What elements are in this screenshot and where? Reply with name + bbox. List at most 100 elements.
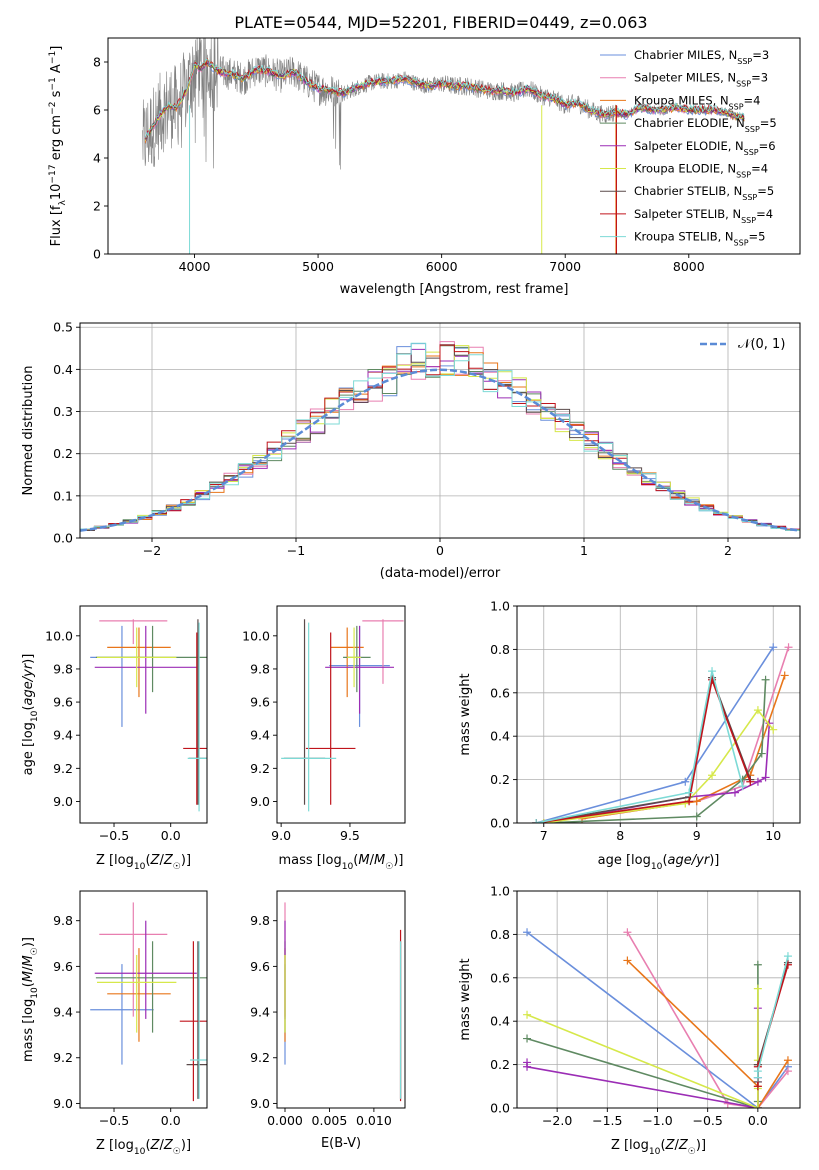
legend-label: Salpeter STELIB, NSSP=4 [634,207,773,225]
y-axis-label: age [log10(age/yr)] [21,654,40,776]
x-tick-label: −0.5 [99,1113,129,1128]
x-tick-label: −1 [287,543,305,558]
plot-area [523,928,792,1108]
y-tick-label: 9.2 [250,761,270,776]
axes-frame [516,605,801,824]
y-tick-label: 0.6 [490,970,510,985]
x-axis-label: Z [log10(Z/Z☉)] [611,1138,706,1157]
y-tick-label: 1.0 [490,599,510,614]
spectrum-chart: 4000 5000 6000 7000 8000 0 2 4 6 8 wavelength [Ang… [48,37,801,297]
weight-line [535,676,752,823]
axes-frame [79,605,208,824]
y-axis-label: mass [log10(M/M☉)] [21,937,40,1062]
y-tick-label: 9.0 [53,1096,73,1111]
mass-vs-metallicity-chart: −0.5 0.0 9.0 9.2 9.4 9.6 9.8 Z [log10(Z/Z☉)] mas… [21,890,208,1157]
plot-area [532,643,793,823]
weight-marker [523,1062,532,1071]
weight-marker [539,819,548,823]
axes: −2.0 −1.5 −1.0 −0.5 0.0 0.0 0.2 0.4 0.6 0.8 1.0 [490,884,801,1128]
axes: −2 −1 0 1 2 0.0 0.1 0.2 0.3 0.4 0.5 [53,320,801,558]
weight-marker [780,671,789,680]
x-tick-label: 6000 [426,259,458,274]
x-tick-label: −2.0 [542,1113,572,1128]
x-tick-label: 7 [540,828,548,843]
x-tick-label: 0.0 [161,1113,181,1128]
data-spectrum-line [142,38,618,170]
axes-frame [107,37,801,255]
x-tick-label: 4000 [179,259,211,274]
weight-marker [769,725,778,734]
residual-histogram [80,342,800,531]
y-tick-label: 9.8 [250,913,270,928]
legend-label: Kroupa MILES, NSSP=4 [634,93,760,111]
x-tick-label: 9 [693,828,701,843]
y-tick-label: 0.2 [53,446,73,461]
weight-line [535,670,744,823]
weight-marker [738,782,747,791]
y-tick-label: 9.2 [53,1050,73,1065]
y-tick-label: 0.8 [490,642,510,657]
plot-area [142,38,745,254]
weight-marker [753,1104,762,1108]
axes: 0.000 0.005 0.010 9.0 9.2 9.4 9.6 9.8 [250,890,406,1128]
x-tick-label: 7000 [549,259,581,274]
y-tick-label: 9.4 [250,1005,270,1020]
axes-frame [276,890,406,1109]
weight-marker [753,1082,762,1091]
x-tick-label: −0.5 [99,828,129,843]
y-tick-label: 9.6 [53,959,73,974]
weight-marker [783,1056,792,1065]
y-tick-label: 0.4 [490,1014,510,1029]
figure-title: PLATE=0544, MJD=52201, FIBERID=0449, z=0… [234,13,647,32]
weight-marker [685,788,694,797]
weight-marker [523,1010,532,1019]
legend-label: Chabrier MILES, NSSP=3 [634,48,769,66]
x-tick-label: 8000 [673,259,705,274]
weight-marker [623,928,632,937]
y-tick-label: 0.1 [53,488,73,503]
plot-area [281,619,404,812]
x-tick-label: −1.5 [592,1113,622,1128]
normal-curve [80,368,800,532]
y-tick-label: 9.6 [250,695,270,710]
y-tick-label: 10.0 [242,628,270,643]
weight-marker [523,1034,532,1043]
y-tick-label: 0.0 [490,1101,510,1116]
x-tick-label: 0.0 [161,828,181,843]
axes: 4000 5000 6000 7000 8000 0 2 4 6 8 [93,37,801,274]
weight-marker [708,667,717,676]
legend-label: Chabrier STELIB, NSSP=5 [634,184,774,202]
age-vs-metallicity-chart: −0.5 0.0 9.0 9.2 9.4 9.6 9.8 10.0 Z [log10(Z/Z☉)… [21,605,208,872]
y-tick-label: 0.5 [53,320,73,335]
x-tick-label: 0.000 [267,1113,303,1128]
weight-marker [753,984,762,993]
weight-marker [783,952,792,961]
axes: 7 8 9 10 0.0 0.2 0.4 0.6 0.8 1.0 [490,599,801,843]
legend-label: Salpeter MILES, NSSP=3 [634,71,768,89]
weight-line [526,931,789,1108]
weight-line [535,646,774,823]
y-tick-label: 9.2 [250,1050,270,1065]
x-tick-label: 0.010 [356,1113,392,1128]
y-tick-label: 0.4 [53,362,73,377]
y-tick-label: 0.4 [490,729,510,744]
weight-vs-age-chart: 7 8 9 10 0.0 0.2 0.4 0.6 0.8 1.0 age [log10(age/yr… [458,599,801,872]
y-tick-label: 8 [93,55,101,70]
weight-marker [753,1067,762,1076]
x-tick-label: 9.0 [271,828,291,843]
x-tick-label: 9.5 [340,828,360,843]
x-tick-label: −1.0 [642,1113,672,1128]
axes-frame [516,890,801,1109]
legend-label: 𝒩(0, 1) [738,337,785,352]
y-tick-label: 0 [93,247,101,262]
y-tick-label: 9.6 [250,959,270,974]
y-tick-label: 9.8 [250,661,270,676]
residual-histogram [80,344,800,531]
x-tick-label: 0 [436,543,444,558]
weight-line [526,1008,759,1108]
weight-marker [746,777,755,786]
y-tick-label: 9.6 [53,695,73,710]
weight-marker [753,706,762,715]
y-axis-label: Flux [fλ10−17 erg cm−2 s−1 A−1] [48,46,68,247]
weight-marker [753,960,762,969]
